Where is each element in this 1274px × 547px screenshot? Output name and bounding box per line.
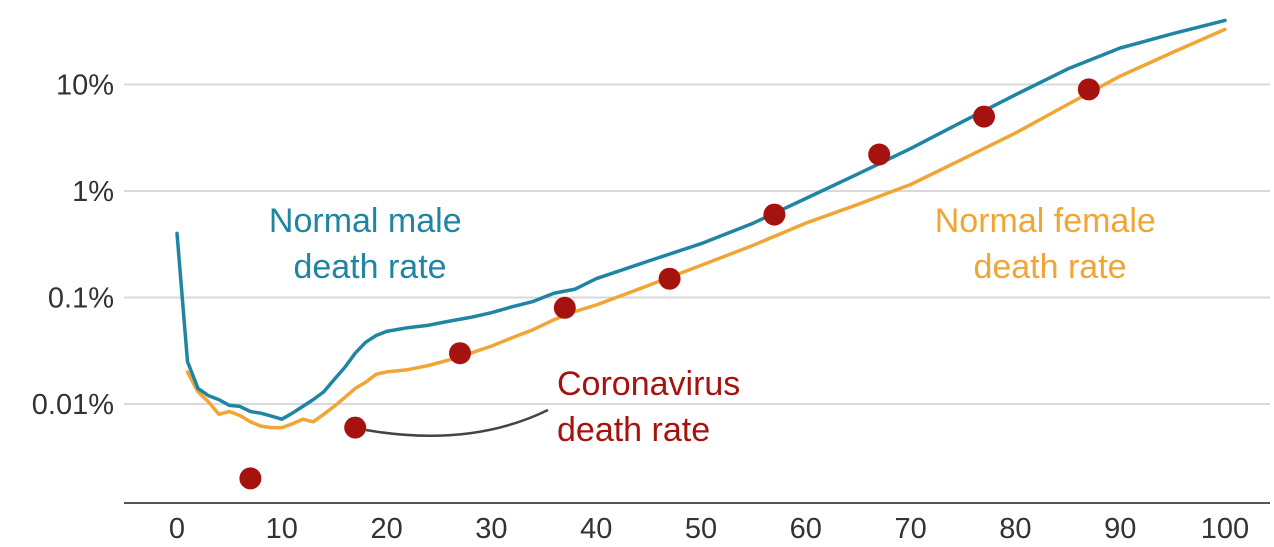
x-tick-label: 90 — [1104, 513, 1136, 545]
y-axis-tick-labels: 0.01% 0.1% 1% 10% — [32, 70, 114, 422]
coronavirus-data-point — [973, 105, 995, 128]
y-tick-label: 1% — [72, 176, 114, 208]
x-tick-label: 30 — [475, 513, 507, 545]
y-tick-label: 10% — [56, 70, 114, 102]
female-death-rate-line — [185, 27, 1227, 430]
coronavirus-data-point — [449, 342, 471, 365]
coronavirus-annotation-connector — [365, 408, 549, 437]
coronavirus-data-point — [658, 267, 681, 290]
coronavirus-series-label-line-2: death rate — [557, 411, 710, 449]
x-tick-label: 70 — [894, 513, 926, 545]
x-tick-label: 50 — [685, 513, 717, 545]
male-series-label-line-2: death rate — [293, 248, 446, 286]
female-series-label-line-2: death rate — [973, 248, 1126, 286]
coronavirus-death-rate-points — [239, 78, 1100, 490]
coronavirus-data-point — [868, 143, 891, 166]
x-tick-label: 0 — [169, 513, 185, 545]
male-death-rate-line — [175, 18, 1227, 421]
x-tick-label: 40 — [580, 513, 612, 545]
x-axis-tick-labels: 0 10 20 30 40 50 60 70 80 90 100 — [169, 513, 1249, 545]
x-tick-label: 100 — [1201, 513, 1249, 545]
coronavirus-data-point — [1077, 78, 1100, 101]
coronavirus-data-point — [763, 203, 786, 226]
coronavirus-data-point — [344, 416, 367, 439]
coronavirus-series-label-line-1: Coronavirus — [557, 365, 740, 403]
x-tick-label: 20 — [370, 513, 402, 545]
coronavirus-series-label: Coronavirus death rate — [557, 365, 750, 449]
male-series-label-line-1: Normal male — [269, 202, 462, 240]
x-tick-label: 10 — [266, 513, 298, 545]
y-tick-label: 0.01% — [32, 389, 114, 421]
x-tick-label: 60 — [790, 513, 822, 545]
y-tick-label: 0.1% — [48, 283, 114, 315]
x-tick-label: 80 — [999, 513, 1031, 545]
coronavirus-data-point — [239, 467, 262, 490]
female-series-label-line-1: Normal female — [935, 202, 1156, 240]
female-series-label: Normal female death rate — [935, 202, 1166, 286]
coronavirus-data-point — [553, 296, 576, 319]
male-series-label: Normal male death rate — [269, 202, 471, 286]
